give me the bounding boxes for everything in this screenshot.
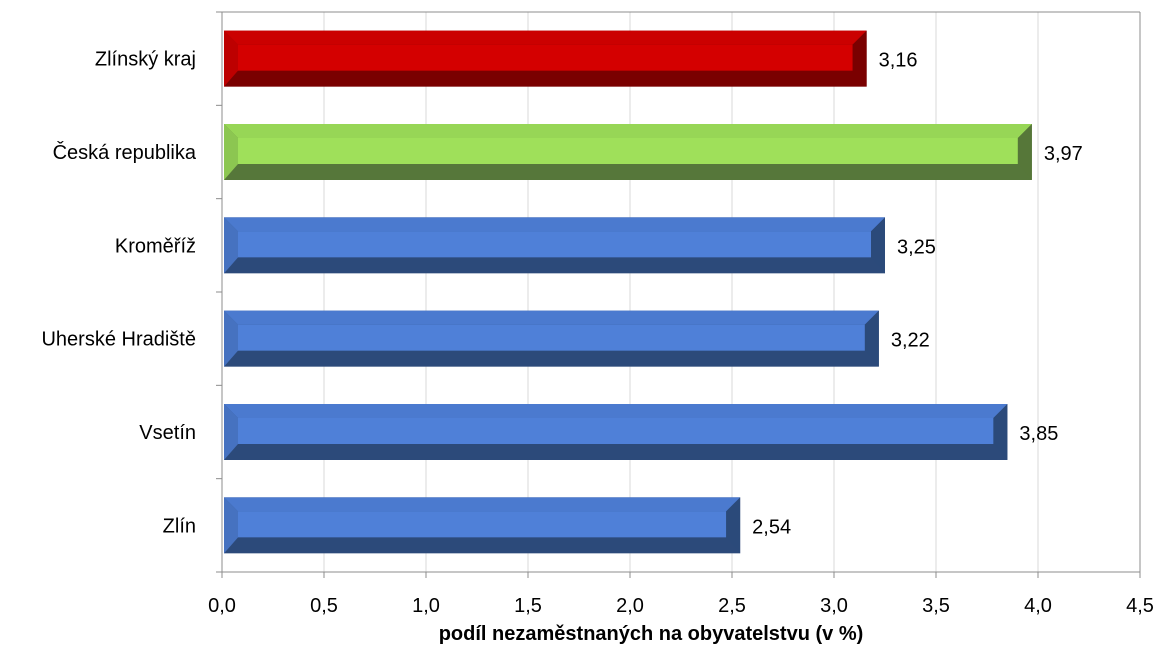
category-label: Uherské Hradiště	[41, 329, 196, 351]
value-label: 3,97	[1044, 143, 1083, 165]
value-label: 2,54	[752, 516, 791, 538]
bar-face	[238, 231, 871, 258]
x-tick-label: 4,0	[1024, 595, 1052, 617]
bar-bevel-top	[224, 217, 885, 232]
bar-bevel-left	[224, 30, 238, 87]
category-label: Zlín	[163, 515, 196, 537]
bar-face	[238, 138, 1018, 164]
bar	[224, 124, 1032, 180]
x-tick-label: 1,0	[412, 595, 440, 617]
value-label: 3,16	[879, 50, 918, 72]
bar-face	[238, 324, 865, 351]
x-tick-label: 3,5	[922, 595, 950, 617]
plot-frame	[216, 11, 1141, 578]
bar-face	[238, 44, 853, 71]
gridlines	[323, 12, 1141, 572]
bar-bevel-right	[726, 497, 741, 554]
bar-face	[238, 418, 994, 444]
bar-bevel-top	[224, 30, 867, 45]
x-axis-title: podíl nezaměstnaných na obyvatelstvu (v …	[439, 623, 864, 645]
bar-bevel-top	[224, 497, 741, 512]
x-tick-label: 1,5	[514, 595, 542, 617]
bar-bevel-left	[224, 124, 238, 180]
value-labels: 3,16 3,97 3,25 3,22 3,85 2,54	[752, 50, 1083, 539]
bar-bevel-top	[224, 124, 1032, 138]
bar-bevel-top	[224, 404, 1008, 418]
bar	[224, 497, 741, 554]
bar-bevel-right	[993, 404, 1008, 460]
bars	[224, 30, 1032, 554]
bar-bevel-left	[224, 310, 238, 367]
category-label: Kroměříž	[115, 235, 196, 257]
x-tick-label: 3,0	[820, 595, 848, 617]
bar-face	[238, 511, 727, 538]
bar	[224, 217, 885, 274]
category-label: Vsetín	[139, 422, 196, 444]
bar-bevel-right	[1017, 124, 1032, 180]
x-tick-labels: 0,0 0,5 1,0 1,5 2,0 2,5 3,0 3,5 4,0 4,5	[208, 595, 1154, 617]
bar-bevel-left	[224, 497, 238, 554]
bar-bevel-right	[852, 30, 867, 87]
category-label: Zlínský kraj	[95, 49, 196, 71]
category-labels: Zlínský kraj Česká republika Kroměříž Uhers…	[41, 49, 196, 538]
bar-bevel-right	[864, 310, 879, 367]
x-tick-label: 2,5	[718, 595, 746, 617]
value-label: 3,22	[891, 330, 930, 352]
bar-bevel-left	[224, 217, 238, 274]
bar	[224, 30, 867, 87]
bar-bevel-left	[224, 404, 238, 460]
x-tick-label: 0,5	[310, 595, 338, 617]
bar-bevel-top	[224, 310, 879, 325]
bar	[224, 404, 1008, 460]
value-label: 3,85	[1019, 423, 1058, 445]
x-tick-label: 0,0	[208, 595, 236, 617]
category-label: Česká republika	[53, 141, 197, 164]
value-label: 3,25	[897, 236, 936, 258]
x-tick-label: 2,0	[616, 595, 644, 617]
bar	[224, 310, 879, 367]
x-tick-label: 4,5	[1126, 595, 1154, 617]
bar-bevel-right	[871, 217, 885, 274]
